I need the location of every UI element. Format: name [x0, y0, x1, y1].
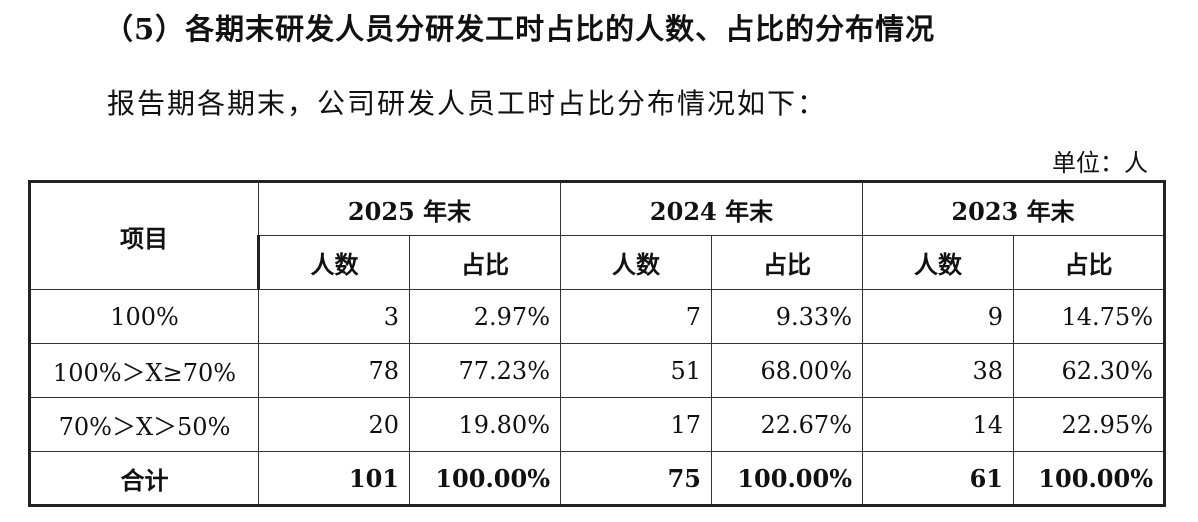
count-header: 人数: [257, 235, 410, 290]
unit-label: 单位：人: [1052, 149, 1148, 177]
ratio-header: 占比: [409, 235, 561, 290]
section-heading: （5）各期末研发人员分研发工时占比的人数、占比的分布情况: [104, 12, 936, 46]
count-header: 人数: [560, 235, 712, 290]
period-header-2025: 2025 年末: [258, 180, 561, 236]
cell-count: 14: [862, 397, 1014, 452]
row-label: 70%＞X＞50%: [28, 397, 259, 452]
count-header: 人数: [862, 235, 1014, 290]
cell-ratio: 9.33%: [711, 289, 863, 344]
row-label: 100%＞X≥70%: [28, 343, 259, 398]
cell-ratio: 2.97%: [409, 289, 561, 344]
period-header-2023: 2023 年末: [862, 180, 1166, 236]
table-row: 100%＞X≥70% 78 77.23% 51 68.00% 38 62.30%: [28, 343, 1166, 398]
table-row: 100% 3 2.97% 7 9.33% 9 14.75%: [28, 289, 1166, 344]
total-count: 61: [862, 451, 1014, 507]
cell-ratio: 22.67%: [711, 397, 863, 452]
total-row: 合计 101 100.00% 75 100.00% 61 100.00%: [28, 451, 1166, 507]
cell-ratio: 77.23%: [409, 343, 561, 398]
total-ratio: 100.00%: [409, 451, 561, 507]
cell-ratio: 62.30%: [1013, 343, 1166, 398]
total-count: 75: [560, 451, 712, 507]
cell-ratio: 14.75%: [1013, 289, 1166, 344]
cell-count: 78: [258, 343, 410, 398]
item-header: 项目: [28, 180, 259, 290]
cell-count: 20: [258, 397, 410, 452]
cell-ratio: 68.00%: [711, 343, 863, 398]
period-header-2024: 2024 年末: [560, 180, 863, 236]
cell-count: 51: [560, 343, 712, 398]
total-ratio: 100.00%: [711, 451, 863, 507]
ratio-header: 占比: [711, 235, 863, 290]
row-label: 100%: [28, 289, 259, 344]
rd-hours-distribution-table: 项目 2025 年末 2024 年末 2023 年末 人数 占比 人数 占比 人…: [28, 180, 1166, 507]
cell-ratio: 22.95%: [1013, 397, 1166, 452]
cell-count: 3: [258, 289, 410, 344]
header-row-periods: 项目 2025 年末 2024 年末 2023 年末: [28, 180, 1166, 290]
cell-count: 38: [862, 343, 1014, 398]
cell-count: 17: [560, 397, 712, 452]
total-label: 合计: [28, 451, 259, 507]
cell-ratio: 19.80%: [409, 397, 561, 452]
table-row: 70%＞X＞50% 20 19.80% 17 22.67% 14 22.95%: [28, 397, 1166, 452]
ratio-header: 占比: [1013, 235, 1166, 290]
cell-count: 7: [560, 289, 712, 344]
total-ratio: 100.00%: [1013, 451, 1166, 507]
total-count: 101: [258, 451, 410, 507]
intro-paragraph: 报告期各期末，公司研发人员工时占比分布情况如下：: [107, 87, 828, 120]
cell-count: 9: [862, 289, 1014, 344]
